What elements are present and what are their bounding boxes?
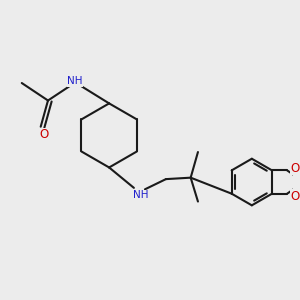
Text: NH: NH [133, 190, 148, 200]
Text: NH: NH [67, 76, 83, 86]
Text: O: O [291, 190, 300, 202]
Text: O: O [291, 162, 300, 175]
Text: O: O [39, 128, 48, 141]
